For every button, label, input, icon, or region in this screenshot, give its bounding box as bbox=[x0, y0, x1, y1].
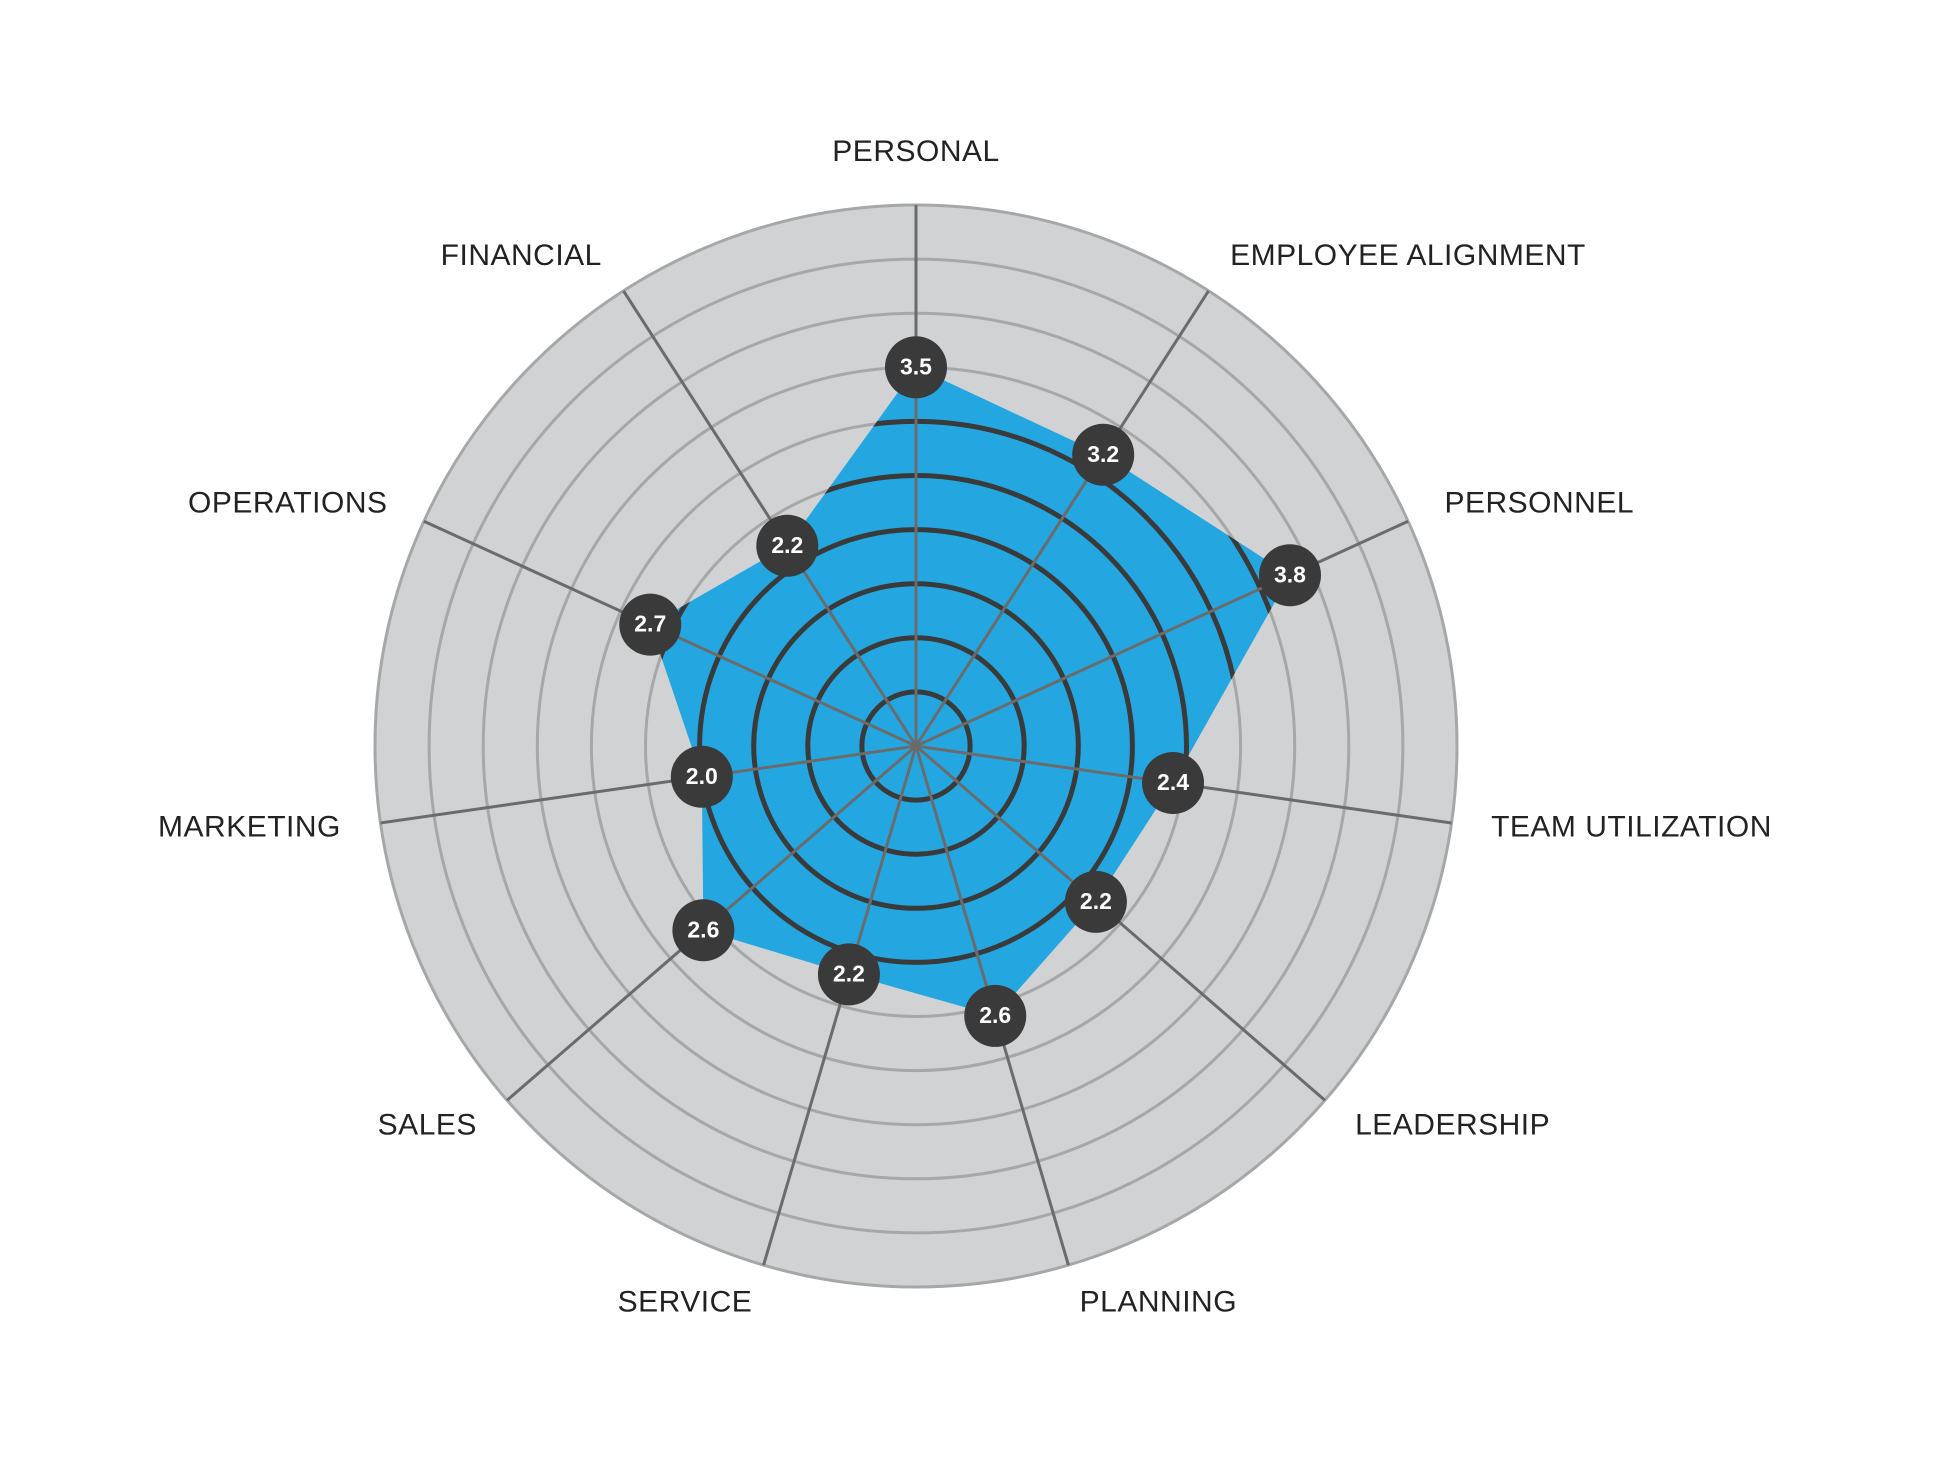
value-marker bbox=[817, 943, 880, 1006]
value-marker bbox=[885, 336, 947, 399]
category-label: SALES bbox=[378, 1108, 477, 1141]
category-label: PERSONNEL bbox=[1444, 487, 1634, 520]
value-marker bbox=[672, 899, 735, 962]
axis-spoke bbox=[762, 745, 918, 1266]
axis-spoke bbox=[915, 519, 1409, 748]
axis-spoke bbox=[914, 290, 1210, 747]
category-label: OPERATIONS bbox=[188, 487, 387, 520]
value-label: 2.4 bbox=[1157, 769, 1189, 795]
value-marker bbox=[1072, 423, 1135, 486]
category-label: FINANCIAL bbox=[441, 239, 602, 272]
value-marker bbox=[756, 514, 819, 577]
category-label: TEAM UTILIZATION bbox=[1491, 811, 1772, 844]
value-label: 2.2 bbox=[771, 532, 803, 558]
category-label: LEADERSHIP bbox=[1355, 1108, 1550, 1141]
category-label: SERVICE bbox=[618, 1285, 753, 1318]
value-marker bbox=[1259, 544, 1322, 607]
category-label: EMPLOYEE ALIGNMENT bbox=[1230, 239, 1586, 272]
value-label: 3.2 bbox=[1087, 441, 1119, 467]
value-label: 3.5 bbox=[900, 353, 932, 379]
value-marker bbox=[1142, 751, 1205, 814]
value-label: 2.0 bbox=[686, 763, 718, 789]
axis-spoke bbox=[380, 744, 917, 825]
value-marker bbox=[670, 745, 733, 808]
axis-spoke bbox=[915, 744, 1326, 1102]
value-marker bbox=[1064, 870, 1127, 933]
value-label: 2.6 bbox=[979, 1002, 1011, 1028]
value-label: 2.2 bbox=[1080, 888, 1112, 914]
axis-spoke bbox=[622, 290, 918, 747]
value-marker bbox=[619, 593, 682, 656]
value-label: 3.8 bbox=[1274, 561, 1306, 587]
value-label: 2.6 bbox=[687, 916, 719, 942]
category-label: MARKETING bbox=[158, 811, 341, 844]
value-label: 2.2 bbox=[833, 960, 865, 986]
category-label: PLANNING bbox=[1080, 1285, 1237, 1318]
value-marker bbox=[964, 984, 1027, 1047]
value-label: 2.7 bbox=[634, 611, 666, 637]
category-label: PERSONAL bbox=[832, 135, 999, 168]
